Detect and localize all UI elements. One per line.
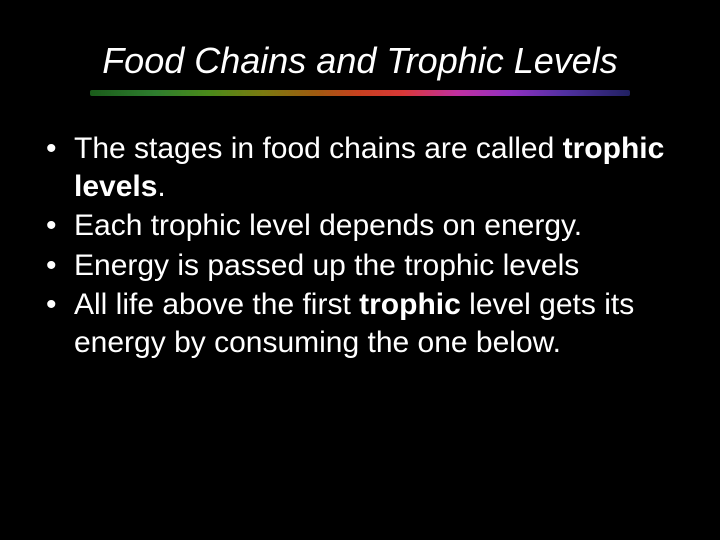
bullet-text-pre: Each trophic level depends on energy.	[74, 209, 582, 242]
bullet-text-pre: The stages in food chains are called	[74, 132, 563, 165]
list-item: All life above the first trophic level g…	[46, 286, 690, 361]
bullet-list: The stages in food chains are called tro…	[30, 130, 690, 361]
bullet-text-pre: All life above the first	[74, 288, 359, 321]
bullet-text-post: .	[157, 170, 165, 203]
list-item: Each trophic level depends on energy.	[46, 207, 690, 245]
list-item: Energy is passed up the trophic levels	[46, 247, 690, 285]
bullet-text-bold: trophic	[359, 288, 461, 321]
bullet-text-pre: Energy is passed up the trophic levels	[74, 249, 579, 282]
slide-title: Food Chains and Trophic Levels	[30, 40, 690, 82]
title-underline	[90, 90, 630, 96]
list-item: The stages in food chains are called tro…	[46, 130, 690, 205]
